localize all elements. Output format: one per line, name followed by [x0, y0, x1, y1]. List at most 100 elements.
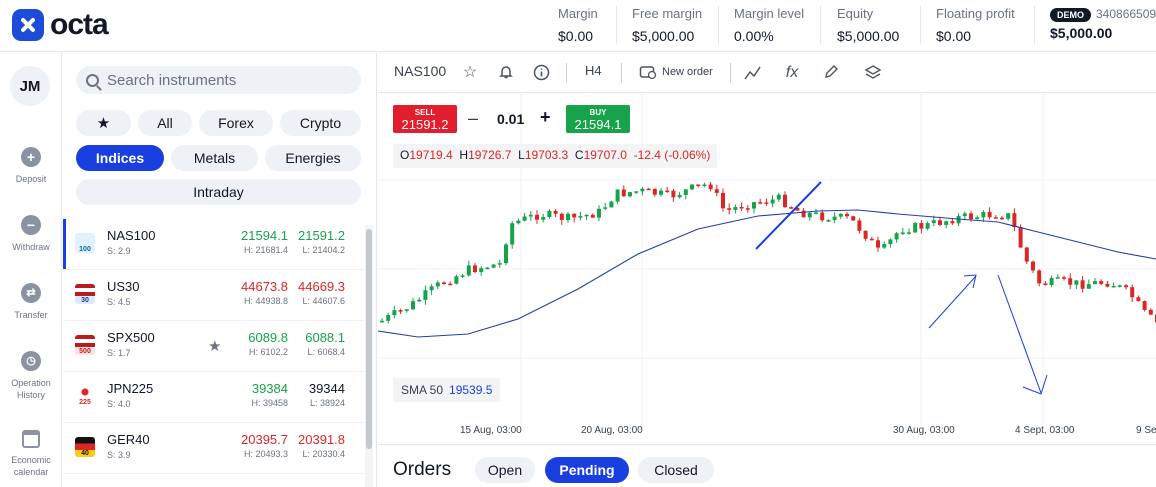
sell-button[interactable]: SELL 21591.2: [393, 105, 457, 133]
sma-legend[interactable]: SMA 50 19539.5: [393, 378, 501, 402]
divider: [820, 6, 821, 44]
japan-flag-icon: 225: [75, 386, 95, 406]
rail-label: Deposit: [15, 174, 47, 184]
divider: [920, 6, 921, 44]
tab-open[interactable]: Open: [475, 457, 535, 483]
star-icon[interactable]: ★: [208, 338, 222, 355]
instrument-row-nas100[interactable]: 100 NAS100 S: 2.9 21594.1 21591.2 H: 216…: [63, 219, 368, 270]
filter-metals[interactable]: Metals: [171, 145, 258, 171]
rail-transfer[interactable]: ⇄ Transfer: [0, 283, 62, 321]
filter-favorites[interactable]: ★: [76, 110, 131, 136]
candle-body: [497, 263, 502, 265]
filter-indices[interactable]: Indices: [76, 145, 164, 171]
candle-body: [795, 208, 800, 211]
candle-body: [597, 208, 601, 218]
pencil-icon[interactable]: [822, 64, 840, 82]
candle-body: [491, 264, 496, 268]
margin-stat: Margin $0.00: [558, 6, 598, 44]
candle-body: [559, 213, 564, 221]
instrument-low: L: 6068.4: [307, 347, 345, 357]
instrument-ask: 20391.8: [298, 432, 345, 447]
candle-body: [609, 201, 614, 208]
scrollbar-thumb[interactable]: [366, 229, 372, 449]
filter-all[interactable]: All: [138, 110, 192, 136]
candle-body: [956, 216, 961, 224]
candle-body: [442, 282, 446, 285]
tab-closed[interactable]: Closed: [638, 457, 714, 483]
search-input[interactable]: [107, 71, 347, 89]
symbol-name[interactable]: NAS100: [394, 63, 447, 79]
rail-economic-calendar[interactable]: Economic calendar: [0, 430, 62, 478]
timeframe-selector[interactable]: H4: [585, 63, 602, 78]
instrument-ask: 6088.1: [305, 330, 345, 345]
account-number[interactable]: 340866509: [1096, 7, 1156, 21]
brand-logo[interactable]: octa: [12, 8, 109, 42]
function-icon[interactable]: fx: [785, 64, 799, 81]
price-chart[interactable]: [378, 94, 1156, 444]
account-balance[interactable]: $5,000.00: [1050, 25, 1113, 41]
candle-body: [919, 223, 924, 229]
candle-body: [398, 310, 403, 312]
us-flag-icon: 500: [75, 335, 95, 355]
x-axis-label: 4 Sept, 03:00: [1015, 425, 1075, 436]
candle-body: [510, 223, 515, 245]
lot-size-input[interactable]: 0.01: [497, 111, 525, 127]
candle-body: [1018, 227, 1023, 248]
candle-body: [758, 202, 763, 204]
star-icon[interactable]: ☆: [462, 64, 478, 81]
ohlc-legend: O19719.4 H19726.7 L19703.3 C19707.0 -12.…: [393, 144, 718, 168]
instrument-name: SPX500: [107, 330, 155, 345]
new-order-button[interactable]: New order: [662, 66, 713, 78]
filter-intraday[interactable]: Intraday: [76, 179, 361, 205]
layers-icon[interactable]: [864, 64, 882, 82]
candle-body: [1080, 280, 1085, 289]
filter-crypto[interactable]: Crypto: [280, 110, 361, 136]
candle-body: [938, 220, 942, 225]
candle-body: [975, 217, 980, 220]
filter-forex[interactable]: Forex: [199, 110, 273, 136]
indicators-icon[interactable]: [744, 64, 762, 82]
tab-pending[interactable]: Pending: [545, 457, 629, 483]
candle-body: [832, 216, 837, 221]
candle-body: [857, 220, 862, 231]
x-axis-label: 30 Aug, 03:00: [893, 425, 955, 436]
candle-body: [1130, 287, 1135, 298]
info-icon[interactable]: [532, 64, 550, 82]
instrument-name: GER40: [107, 432, 150, 447]
avatar[interactable]: JM: [10, 66, 50, 106]
buy-button[interactable]: BUY 21594.1: [566, 105, 630, 133]
candle-body: [677, 194, 682, 198]
candle-body: [485, 267, 490, 270]
instrument-low: L: 44607.6: [302, 296, 345, 306]
instrument-row-jpn225[interactable]: 225 JPN225 S: 4.0 39384 39344 H: 39458 L…: [63, 372, 368, 423]
instrument-row-us30[interactable]: 30 US30 S: 4.5 44673.8 44669.3 H: 44938.…: [63, 270, 368, 321]
candle-body: [479, 268, 484, 273]
instrument-spread: S: 1.7: [107, 348, 131, 358]
rail-operation-history[interactable]: ◷ Operation History: [0, 351, 62, 401]
candle-body: [404, 309, 409, 311]
instrument-bid: 44673.8: [241, 279, 288, 294]
candle-body: [1043, 283, 1048, 286]
stat-label: Free margin: [632, 6, 703, 21]
rail-deposit[interactable]: + Deposit: [0, 147, 62, 185]
bell-icon[interactable]: [497, 64, 515, 82]
candle-body: [1117, 285, 1122, 287]
candle-body: [894, 233, 899, 240]
candle-body: [547, 210, 552, 218]
candle-body: [962, 213, 967, 217]
index-flag-icon: 100: [75, 233, 95, 253]
instrument-row-spx500[interactable]: 500 SPX500 S: 1.7 ★ 6089.8 6088.1 H: 610…: [63, 321, 368, 372]
instrument-row-ger40[interactable]: 40 GER40 S: 3.9 20395.7 20391.8 H: 20493…: [63, 423, 368, 474]
filter-energies[interactable]: Energies: [265, 145, 361, 171]
candle-body: [869, 238, 874, 241]
candle-body: [721, 192, 725, 209]
candle-body: [1037, 270, 1042, 284]
candle-body: [541, 217, 546, 220]
candle-body: [776, 194, 781, 200]
candle-body: [969, 213, 973, 220]
lot-decrease-button[interactable]: –: [468, 108, 479, 128]
rail-withdraw[interactable]: − Withdraw: [0, 215, 62, 253]
indicator-value: 19539.5: [449, 383, 493, 397]
chart-toolbar: NAS100 ☆ H4 New order fx: [378, 53, 1156, 93]
lot-increase-button[interactable]: +: [540, 107, 551, 127]
